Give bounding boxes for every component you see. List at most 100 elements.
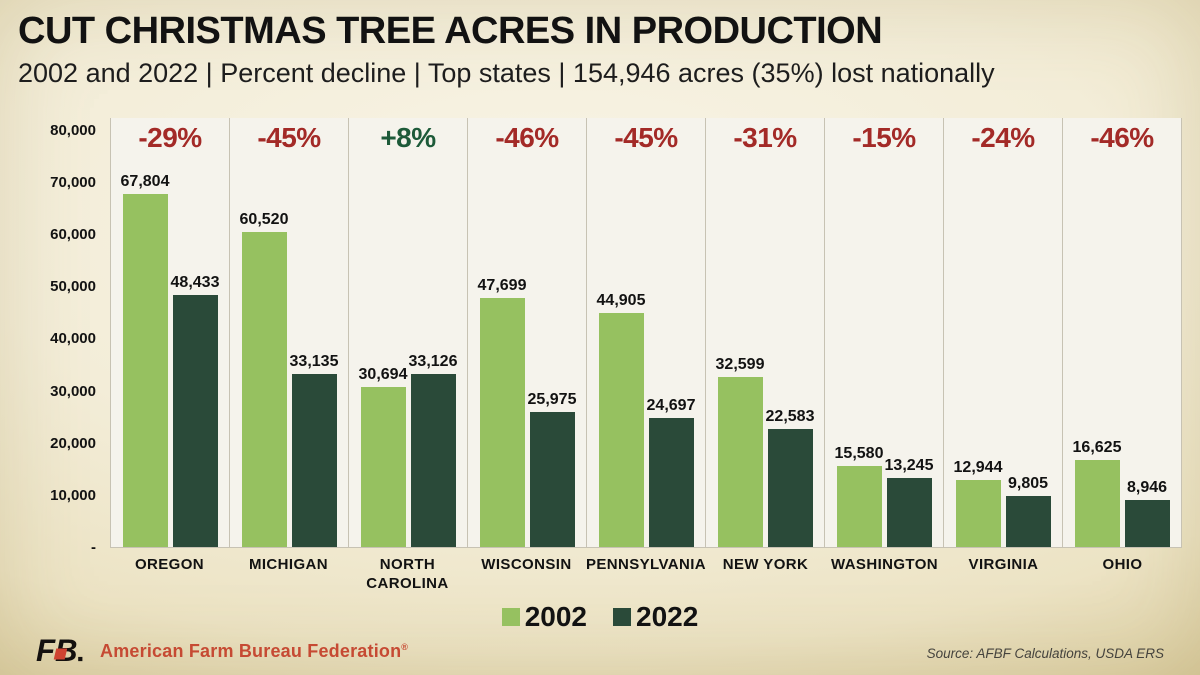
state-section-wisconsin: -46% 47,699 25,975 (468, 118, 587, 547)
source-note: Source: AFBF Calculations, USDA ERS (926, 646, 1164, 661)
plot-area: -29% 67,804 48,433 -45% 60,520 33,135 +8% 30,69… (110, 118, 1182, 548)
y-tick-50000: 50,000 (50, 278, 96, 295)
brand-name-text: American Farm Bureau Federation (100, 640, 402, 661)
percent-change-north-carolina: +8% (380, 122, 436, 153)
value-label-2022-oregon: 48,433 (170, 274, 220, 291)
bar-rect-2022-pennsylvania (648, 418, 694, 547)
x-label-wisconsin: WISCONSIN (481, 556, 572, 573)
bar-rect-2022-wisconsin (529, 412, 575, 547)
legend-swatch-2022 (613, 608, 631, 626)
x-label-oregon: OREGON (134, 556, 205, 573)
brand: FB American Farm Bureau Federation® (36, 633, 408, 669)
bar-rect-2002-michigan (241, 232, 287, 547)
bar-group-pennsylvania: 44,905 24,697 (587, 292, 705, 547)
percent-change-wisconsin: -46% (495, 122, 559, 153)
x-label-michigan: MICHIGAN (248, 556, 328, 573)
bar-rect-2002-pennsylvania (598, 313, 644, 547)
bar-rect-2002-ohio (1074, 460, 1120, 547)
state-section-oregon: -29% 67,804 48,433 (111, 118, 230, 547)
x-label-virginia: VIRGINIA (968, 556, 1039, 573)
bar-2002-wisconsin: 47,699 (478, 277, 526, 547)
x-label-ohio: OHIO (1102, 556, 1143, 573)
value-label-2002-michigan: 60,520 (239, 211, 289, 228)
value-label-2022-pennsylvania: 24,697 (646, 397, 696, 414)
y-tick-60000: 60,000 (50, 226, 96, 243)
bar-2002-virginia: 12,944 (954, 459, 1002, 547)
bar-2002-ohio: 16,625 (1073, 439, 1121, 547)
legend-item-2022: 2022 (613, 601, 698, 633)
percent-change-michigan: -45% (257, 122, 321, 153)
y-tick-80000: 80,000 (50, 122, 96, 139)
bar-rect-2022-new-york (767, 429, 813, 547)
value-label-2022-ohio: 8,946 (1126, 479, 1168, 496)
bar-rect-2022-north-carolina (410, 374, 456, 547)
bar-group-ohio: 16,625 8,946 (1063, 439, 1181, 547)
bar-2022-ohio: 8,946 (1124, 479, 1170, 547)
bar-rect-2022-oregon (172, 295, 218, 547)
bar-rect-2022-ohio (1124, 500, 1170, 547)
state-section-michigan: -45% 60,520 33,135 (230, 118, 349, 547)
value-label-2002-oregon: 67,804 (120, 173, 170, 190)
x-label-new-york: NEW YORK (722, 556, 809, 573)
value-label-2022-north-carolina: 33,126 (408, 353, 458, 370)
legend-label-2002: 2002 (524, 601, 587, 632)
bar-rect-2002-oregon (122, 194, 168, 547)
bar-2022-washington: 13,245 (885, 457, 933, 547)
state-section-washington: -15% 15,580 13,245 (825, 118, 944, 547)
footer: FB American Farm Bureau Federation® Sour… (0, 633, 1200, 669)
bar-group-washington: 15,580 13,245 (825, 445, 943, 547)
legend: 2002 2022 (0, 601, 1200, 633)
y-tick-40000: 40,000 (50, 330, 96, 347)
bar-rect-2022-virginia (1005, 496, 1051, 547)
y-tick-20000: 20,000 (50, 435, 96, 452)
bar-group-michigan: 60,520 33,135 (230, 211, 348, 547)
page-title: CUT CHRISTMAS TREE ACRES IN PRODUCTION (18, 10, 883, 52)
header: CUT CHRISTMAS TREE ACRES IN PRODUCTION 2… (18, 10, 995, 89)
bar-2002-michigan: 60,520 (240, 211, 288, 547)
state-section-new-york: -31% 32,599 22,583 (706, 118, 825, 547)
value-label-2002-new-york: 32,599 (715, 356, 765, 373)
bar-2002-new-york: 32,599 (716, 356, 764, 547)
value-label-2002-virginia: 12,944 (953, 459, 1003, 476)
value-label-2022-michigan: 33,135 (289, 353, 339, 370)
value-label-2002-north-carolina: 30,694 (358, 366, 408, 383)
bar-rect-2002-new-york (717, 377, 763, 547)
bar-2022-michigan: 33,135 (290, 353, 338, 547)
brand-name: American Farm Bureau Federation® (100, 641, 408, 662)
bar-2022-virginia: 9,805 (1005, 475, 1051, 547)
y-tick-10000: 10,000 (50, 487, 96, 504)
bar-group-new-york: 32,599 22,583 (706, 356, 824, 547)
x-label-north-carolina: NORTH CAROLINA (366, 556, 449, 592)
bar-rect-2002-virginia (955, 480, 1001, 547)
state-section-north-carolina: +8% 30,694 33,126 (349, 118, 468, 547)
percent-change-virginia: -24% (971, 122, 1035, 153)
legend-item-2002: 2002 (501, 601, 587, 633)
percent-change-oregon: -29% (138, 122, 202, 153)
legend-swatch-2002 (501, 608, 520, 626)
y-tick-0: - (91, 539, 96, 556)
percent-change-new-york: -31% (733, 122, 797, 153)
bar-2022-north-carolina: 33,126 (409, 353, 457, 547)
y-axis: 80,000 70,000 60,000 50,000 40,000 30,000 20,0… (0, 118, 102, 556)
bar-2002-north-carolina: 30,694 (359, 366, 407, 547)
value-label-2002-wisconsin: 47,699 (477, 277, 527, 294)
bar-2022-wisconsin: 25,975 (528, 391, 576, 547)
value-label-2002-pennsylvania: 44,905 (596, 292, 646, 309)
x-axis: OREGON MICHIGAN NORTH CAROLINA WISCONSIN PEN… (110, 556, 1182, 594)
bar-2002-washington: 15,580 (835, 445, 883, 547)
page-subtitle: 2002 and 2022 | Percent decline | Top st… (18, 57, 995, 88)
bar-chart: 80,000 70,000 60,000 50,000 40,000 30,000 20,0… (0, 118, 1200, 600)
bar-2022-oregon: 48,433 (171, 274, 219, 547)
bar-group-virginia: 12,944 9,805 (944, 459, 1062, 547)
state-section-virginia: -24% 12,944 9,805 (944, 118, 1063, 547)
percent-change-washington: -15% (852, 122, 916, 153)
x-label-washington: WASHINGTON (830, 556, 939, 573)
state-section-ohio: -46% 16,625 8,946 (1063, 118, 1181, 547)
bar-2002-pennsylvania: 44,905 (597, 292, 645, 547)
bar-2022-pennsylvania: 24,697 (647, 397, 695, 547)
value-label-2002-washington: 15,580 (834, 445, 884, 462)
percent-change-pennsylvania: -45% (614, 122, 678, 153)
x-label-pennsylvania: PENNSYLVANIA (585, 556, 707, 573)
bar-rect-2022-michigan (291, 374, 337, 547)
